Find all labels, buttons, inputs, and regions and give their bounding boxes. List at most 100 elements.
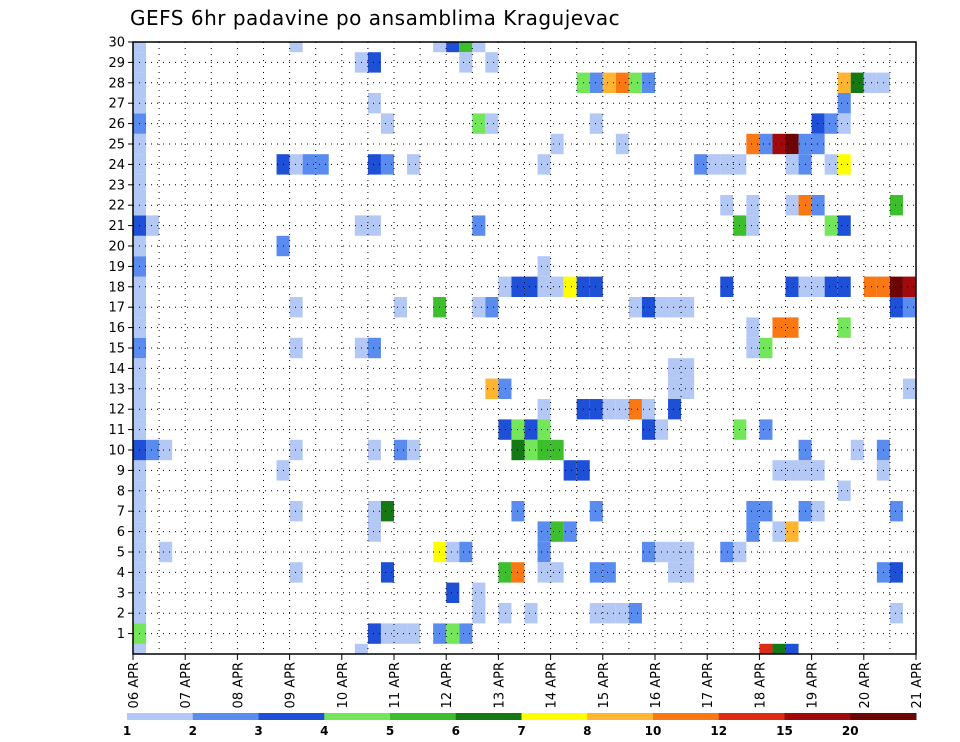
legend-label: 6: [452, 724, 460, 738]
heatmap-cell: [537, 399, 551, 420]
heatmap-cell: [668, 399, 682, 420]
heatmap-cell: [628, 297, 642, 318]
heatmap-cell: [837, 317, 851, 338]
x-tick-label: 12 APR: [440, 662, 455, 708]
heatmap-cell: [850, 72, 864, 93]
y-tick-label: 19: [108, 260, 125, 275]
y-tick-label: 20: [108, 240, 125, 255]
heatmap-cell: [720, 541, 734, 563]
heatmap-cell: [772, 317, 786, 338]
y-tick-label: 15: [108, 342, 125, 357]
heatmap-cell: [394, 623, 408, 644]
heatmap-cell: [472, 215, 486, 236]
y-tick-label: 9: [117, 464, 125, 479]
heatmap-cell: [550, 521, 564, 542]
y-tick-label: 23: [108, 178, 125, 193]
y-tick-label: 10: [108, 444, 125, 459]
heatmap-cell: [746, 337, 760, 359]
y-tick-label: 29: [108, 56, 125, 71]
heatmap-cell: [824, 113, 838, 134]
heatmap-cell: [668, 358, 682, 379]
heatmap-cell: [498, 603, 512, 624]
heatmap-cell: [537, 439, 551, 461]
heatmap-cell: [615, 72, 629, 93]
y-tick-label: 12: [108, 403, 125, 418]
heatmap-cell: [902, 378, 916, 399]
heatmap-cell: [589, 113, 603, 134]
heatmap-cell: [759, 643, 773, 654]
heatmap-cell: [315, 154, 329, 175]
x-tick-label: 14 APR: [545, 662, 560, 708]
heatmap-cell: [837, 93, 851, 114]
heatmap-cell: [746, 133, 760, 155]
x-tick-label: 18 APR: [753, 662, 768, 708]
heatmap-cell: [367, 623, 381, 644]
heatmap-cell: [889, 562, 903, 583]
y-tick-label: 13: [108, 382, 125, 397]
legend-swatch: [521, 713, 588, 720]
heatmap-cell: [159, 541, 173, 563]
heatmap-cell: [720, 195, 734, 216]
y-tick-label: 21: [108, 219, 125, 234]
heatmap-cell: [681, 541, 695, 563]
heatmap-cell: [498, 419, 512, 440]
heatmap-cell: [759, 501, 773, 522]
x-tick-label: 15 APR: [597, 662, 612, 708]
heatmap-cell: [811, 501, 825, 522]
y-tick-label: 28: [108, 76, 125, 91]
heatmap-cell: [746, 501, 760, 522]
heatmap-cell: [824, 276, 838, 297]
x-tick-label: 10 APR: [336, 662, 351, 708]
heatmap-cell: [537, 154, 551, 175]
heatmap-cell: [720, 276, 734, 297]
legend-label: 4: [320, 724, 328, 738]
heatmap-cell: [772, 133, 786, 155]
heatmap-cell: [759, 419, 773, 440]
heatmap-cell: [759, 337, 773, 359]
heatmap-cell: [550, 133, 564, 155]
heatmap-cell: [537, 276, 551, 297]
heatmap-cell: [615, 603, 629, 624]
heatmap-cell: [785, 276, 799, 297]
heatmap-cell: [459, 541, 473, 563]
heatmap-cell: [589, 399, 603, 420]
heatmap-cell: [354, 643, 368, 654]
y-tick-label: 7: [117, 505, 125, 520]
legend-swatch: [718, 713, 785, 720]
legend-label: 7: [517, 724, 525, 738]
heatmap-cell: [133, 42, 147, 53]
heatmap-cell: [367, 93, 381, 114]
heatmap-cell: [589, 72, 603, 93]
heatmap-cell: [824, 154, 838, 175]
heatmap-cell: [159, 439, 173, 461]
heatmap-cell: [289, 439, 303, 461]
legend-swatch: [258, 713, 325, 720]
heatmap-cell: [380, 154, 394, 175]
heatmap-cell: [811, 113, 825, 134]
heatmap-cell: [641, 419, 655, 440]
heatmap-cell: [407, 154, 421, 175]
heatmap-cell: [681, 297, 695, 318]
heatmap-cell: [446, 42, 460, 53]
legend-label: 3: [254, 724, 262, 738]
y-axis-labels: 1234567891011121314151617181920212223242…: [108, 36, 133, 642]
heatmap-cell: [302, 154, 316, 175]
heatmap-cell: [602, 562, 616, 583]
y-tick-label: 1: [117, 627, 125, 642]
legend-label: 10: [645, 724, 662, 738]
heatmap-cell: [146, 215, 160, 236]
heatmap-cell: [889, 276, 903, 297]
heatmap-cell: [537, 541, 551, 563]
y-tick-label: 18: [108, 280, 125, 295]
heatmap-cell: [459, 52, 473, 73]
color-legend: 1 2 3 4 5 6 7 8 10 12 15 20: [123, 713, 917, 738]
heatmap-cell: [772, 521, 786, 542]
legend-swatch: [127, 713, 194, 720]
heatmap-cell: [394, 439, 408, 461]
heatmap-cell: [785, 317, 799, 338]
y-tick-label: 16: [108, 321, 125, 336]
legend-label: 8: [583, 724, 591, 738]
y-tick-label: 26: [108, 117, 125, 132]
heatmap-cell: [785, 154, 799, 175]
